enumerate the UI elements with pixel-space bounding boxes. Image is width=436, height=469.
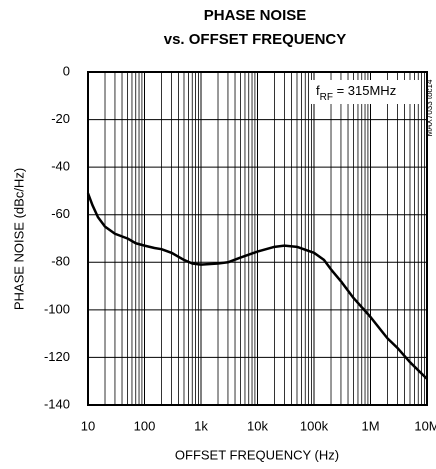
chart-title: vs. OFFSET FREQUENCY: [164, 31, 347, 48]
y-tick-label: 0: [63, 63, 70, 78]
x-tick-label: 1M: [361, 418, 379, 433]
figure-id: MAX7033 toc14: [425, 79, 434, 136]
annotation-text: = 315MHz: [333, 83, 396, 98]
annotation-box: [310, 80, 420, 104]
y-tick-label: -140: [44, 396, 70, 411]
annotation-text: f: [316, 83, 320, 98]
y-tick-label: -40: [51, 159, 70, 174]
x-axis-label: OFFSET FREQUENCY (Hz): [175, 447, 339, 462]
y-tick-label: -100: [44, 301, 70, 316]
annotation: fRF = 315MHz: [316, 83, 396, 102]
y-tick-label: -20: [51, 111, 70, 126]
annotation-subscript: RF: [320, 92, 333, 103]
chart-title: PHASE NOISE: [204, 7, 307, 24]
x-tick-label: 10M: [414, 418, 436, 433]
plot-frame: [87, 71, 428, 406]
y-tick-label: -80: [51, 254, 70, 269]
x-tick-label: 10: [81, 418, 95, 433]
x-tick-label: 1k: [194, 418, 208, 433]
x-tick-label: 100: [134, 418, 156, 433]
x-tick-label: 10k: [247, 418, 268, 433]
y-tick-label: -120: [44, 349, 70, 364]
x-tick-label: 100k: [300, 418, 329, 433]
y-tick-label: -60: [51, 206, 70, 221]
y-axis-label: PHASE NOISE (dBc/Hz): [11, 168, 26, 310]
data-line: [86, 192, 428, 380]
